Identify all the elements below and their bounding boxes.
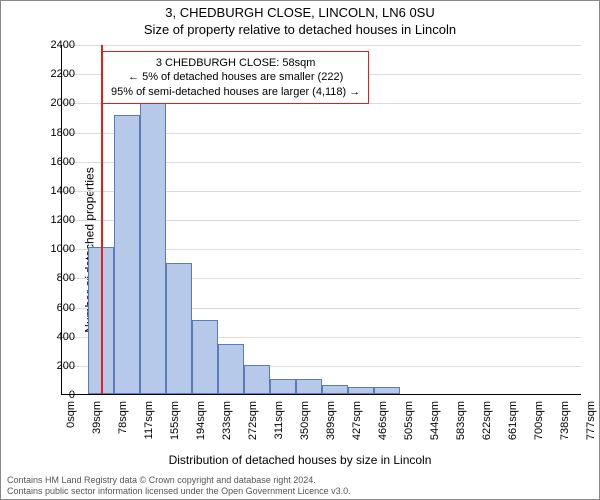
chart-container: 3, CHEDBURGH CLOSE, LINCOLN, LN6 0SU Siz… [0,0,600,500]
x-tick-label: 777sqm [585,401,597,445]
y-tick-label: 1000 [51,243,75,255]
footer-line-2: Contains public sector information licen… [7,486,351,497]
annotation-line-2: ← 5% of detached houses are smaller (222… [111,70,360,84]
y-tick-label: 400 [57,331,75,343]
x-tick-label: 427sqm [351,401,363,445]
y-tick-label: 200 [57,360,75,372]
histogram-bar [166,263,192,394]
x-tick-label: 78sqm [117,401,129,445]
footer-line-1: Contains HM Land Registry data © Crown c… [7,475,351,486]
x-tick-label: 39sqm [91,401,103,445]
y-tick-label: 2400 [51,39,75,51]
y-tick-label: 1200 [51,214,75,226]
x-tick-label: 466sqm [377,401,389,445]
gridline [62,45,581,46]
histogram-bar [270,379,296,394]
y-tick-label: 1800 [51,127,75,139]
annotation-box: 3 CHEDBURGH CLOSE: 58sqm ← 5% of detache… [102,51,369,104]
histogram-bar [374,387,400,394]
histogram-bar [244,365,270,394]
x-tick-label: 661sqm [507,401,519,445]
title-line-2: Size of property relative to detached ho… [1,22,599,37]
histogram-bar [192,320,218,394]
x-tick-label: 583sqm [455,401,467,445]
annotation-line-3: 95% of semi-detached houses are larger (… [111,85,360,99]
histogram-bar [140,62,166,395]
x-tick-label: 194sqm [195,401,207,445]
histogram-bar [322,385,348,394]
x-tick-label: 117sqm [143,401,155,445]
y-tick-label: 1600 [51,156,75,168]
y-tick-label: 2000 [51,97,75,109]
x-tick-label: 389sqm [325,401,337,445]
x-axis-label: Distribution of detached houses by size … [1,453,599,467]
y-tick-label: 2200 [51,68,75,80]
x-tick-label: 544sqm [429,401,441,445]
x-tick-label: 272sqm [247,401,259,445]
x-tick-label: 700sqm [533,401,545,445]
x-tick-label: 155sqm [169,401,181,445]
x-tick-label: 622sqm [481,401,493,445]
footer-text: Contains HM Land Registry data © Crown c… [7,475,351,497]
plot-area: 3 CHEDBURGH CLOSE: 58sqm ← 5% of detache… [61,45,581,395]
x-tick-label: 350sqm [299,401,311,445]
histogram-bar [114,115,140,394]
y-tick-label: 0 [69,389,75,401]
annotation-line-1: 3 CHEDBURGH CLOSE: 58sqm [111,56,360,70]
x-tick-label: 505sqm [403,401,415,445]
histogram-bar [348,387,374,394]
histogram-bar [218,344,244,394]
x-tick-label: 233sqm [221,401,233,445]
y-tick-label: 1400 [51,185,75,197]
title-line-1: 3, CHEDBURGH CLOSE, LINCOLN, LN6 0SU [1,5,599,20]
y-tick-label: 600 [57,302,75,314]
x-tick-label: 0sqm [65,401,77,445]
x-tick-label: 738sqm [559,401,571,445]
y-tick-label: 800 [57,272,75,284]
histogram-bar [296,379,322,394]
x-tick-label: 311sqm [273,401,285,445]
